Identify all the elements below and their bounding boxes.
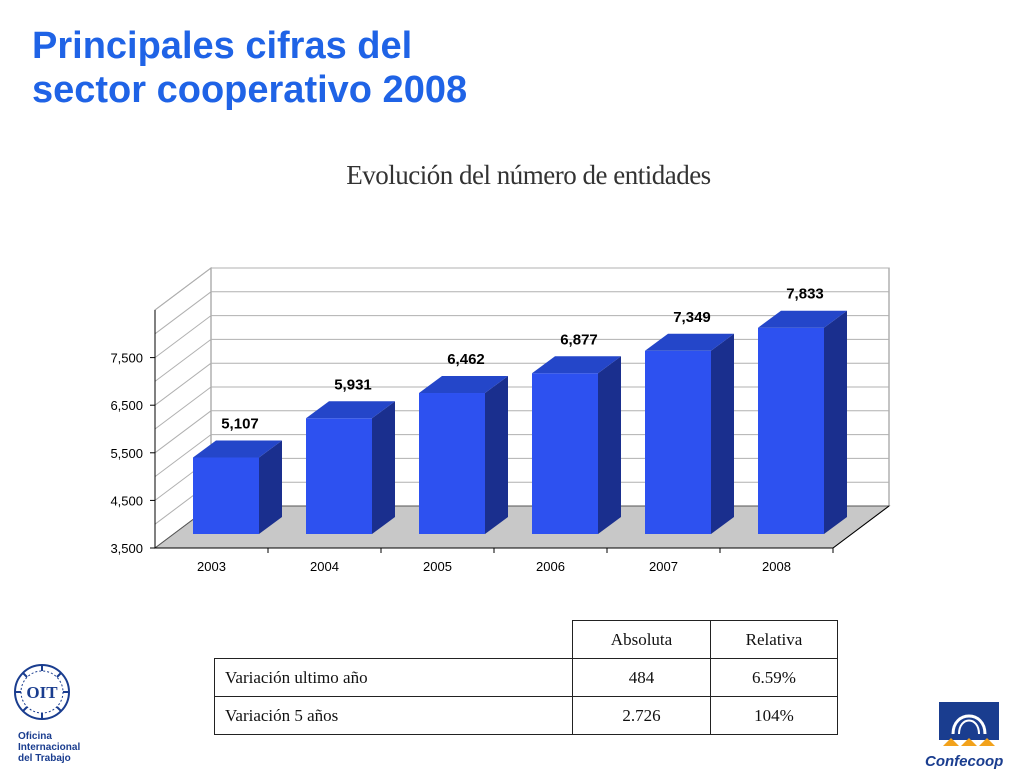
gridline-side [154,410,212,454]
y-tick-label: 4,500 [110,493,143,508]
bar [193,457,259,534]
x-tick-label: 2005 [423,559,452,574]
x-tick-label: 2003 [197,559,226,574]
x-tick-label: 2004 [310,559,339,574]
bar-top [645,333,734,351]
confecoop-logo: Confecoop [925,700,1017,770]
chart-title: Evolución del número de entidades [346,160,711,190]
data-label: 6,462 [447,351,485,368]
bar-side [485,376,508,534]
table-row: Variación ultimo año 484 6.59% [214,658,838,697]
y-tick-label: 6,500 [110,398,143,413]
x-tick-label: 2006 [536,559,565,574]
bar-top [532,356,621,374]
gridline-side [154,386,212,430]
data-label: 5,107 [221,416,259,433]
table-row: Variación 5 años 2.726 104% [214,696,838,735]
title-line-1: Principales cifras del [32,25,413,67]
gridline-side [154,291,212,335]
table-header-row: Absoluta Relativa [214,620,838,659]
oit-mark: OIT [26,683,58,702]
col-header-relativa: Relativa [710,620,838,659]
row-label: Variación 5 años [214,696,573,735]
cell-absoluta: 2.726 [572,696,711,735]
oit-line-1: Oficina [18,731,52,742]
data-label: 5,931 [334,376,372,393]
bar [306,418,372,534]
gridline-side [154,315,212,359]
confecoop-name: Confecoop [925,753,1004,770]
bar-side [259,440,282,534]
gridline-side [154,267,212,311]
cell-relativa: 104% [710,696,838,735]
oit-logo: OIT Oficina Internacional del Trabajo [10,662,90,764]
title-line-2: sector cooperativo 2008 [32,69,468,111]
cell-relativa: 6.59% [710,658,838,697]
oit-name: Oficina Internacional del Trabajo [18,731,90,764]
oit-line-2: Internacional [18,742,81,753]
col-header-absoluta: Absoluta [572,620,711,659]
y-tick-label: 5,500 [110,446,143,461]
bar-top [193,440,282,458]
floor-edge [832,505,890,549]
row-label: Variación ultimo año [214,658,573,697]
variation-table: Absoluta Relativa Variación ultimo año 4… [214,620,838,735]
bar-chart: 3,500 4,500 5,500 6,500 7,500 2003 2004 2005 200… [110,267,891,574]
table-corner [214,620,573,659]
confecoop-emblem-icon [939,702,999,746]
data-label: 7,349 [673,309,711,326]
bar [758,327,824,534]
gridline-side [154,434,212,478]
bar [419,393,485,534]
bar-top [419,376,508,394]
bar-top [306,401,395,419]
bar-side [372,401,395,534]
bar-side [598,356,621,534]
bar-side [824,310,847,534]
data-label: 7,833 [786,286,824,303]
oit-line-3: del Trabajo [18,753,71,764]
x-tick-label: 2007 [649,559,678,574]
cell-absoluta: 484 [572,658,711,697]
y-tick-label: 3,500 [110,541,143,556]
bar [532,373,598,534]
gridline-side [154,338,212,382]
gridline-side [154,362,212,406]
bar-side [711,333,734,534]
page-title: Principales cifras del sector cooperativ… [32,24,467,112]
x-tick-label: 2008 [762,559,791,574]
bar-top [758,310,847,328]
y-tick-label: 7,500 [110,351,143,366]
bar [645,350,711,534]
data-label: 6,877 [560,331,598,348]
oit-emblem-icon: OIT [14,664,70,720]
